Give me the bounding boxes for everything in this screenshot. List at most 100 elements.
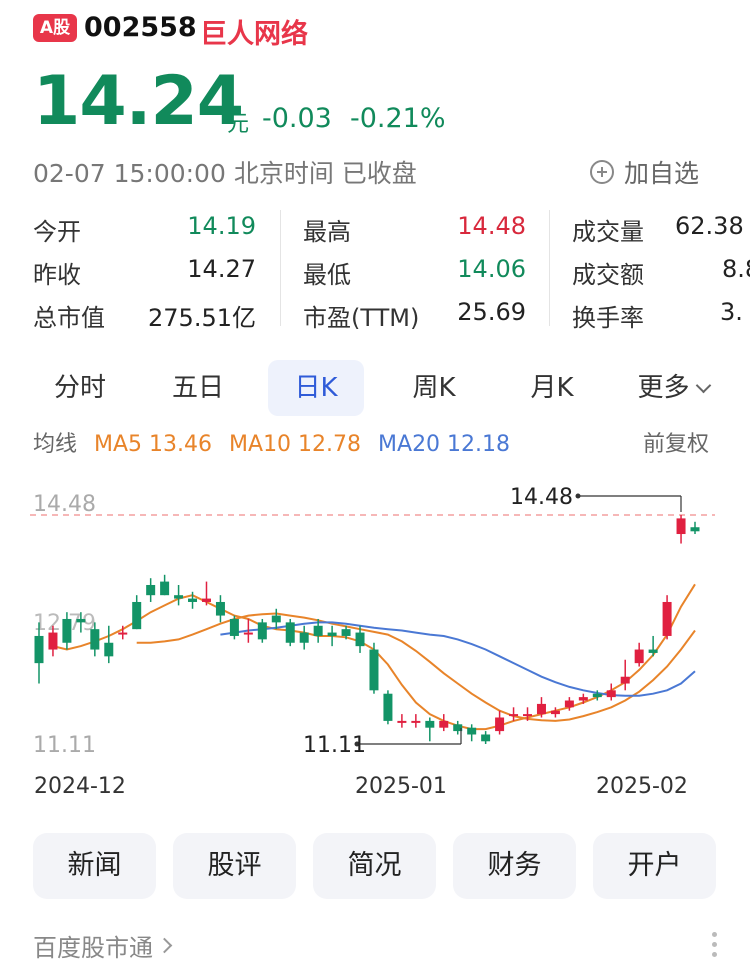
plus-circle-icon	[590, 160, 614, 184]
tab-intraday[interactable]: 分时	[53, 373, 106, 403]
stat-value-turnover-rate: 3.	[720, 298, 743, 326]
candle	[481, 731, 491, 744]
candle	[201, 581, 211, 606]
candle	[369, 642, 379, 694]
tab-monthly-k[interactable]: 月K	[530, 373, 574, 403]
candle	[523, 707, 533, 721]
stat-value-high: 14.48	[457, 212, 526, 240]
y-axis-bottom-label: 11.11	[33, 733, 96, 758]
candle	[104, 625, 114, 664]
candle	[90, 622, 100, 657]
x-axis-label-dec: 2024-12	[34, 774, 126, 799]
ma10-line	[136, 612, 696, 722]
tab-weekly-k[interactable]: 周K	[412, 373, 456, 403]
candle	[439, 714, 449, 732]
min-price-annotation: 11.11	[303, 728, 462, 758]
ma-label: 均线	[33, 432, 78, 457]
candle	[76, 612, 86, 633]
tab-more[interactable]: 更多	[618, 360, 728, 416]
price-change-percent: -0.21%	[350, 103, 446, 134]
candle	[509, 707, 519, 721]
price-unit: 元	[227, 112, 250, 137]
candle	[648, 635, 658, 657]
candle	[215, 595, 225, 623]
tab-daily-k[interactable]: 日K	[268, 360, 364, 416]
stat-label-prev-close: 昨收	[33, 261, 81, 289]
candle	[62, 612, 72, 650]
candle	[606, 683, 616, 701]
stat-label-turnover: 成交额	[572, 261, 644, 289]
chevron-down-icon	[695, 377, 711, 394]
candle	[662, 595, 672, 640]
stock-review-button[interactable]: 股评	[173, 833, 296, 899]
stat-value-low: 14.06	[457, 255, 526, 283]
candle	[160, 574, 170, 596]
ma-legend: 均线 MA5 13.46 MA10 12.78 MA20 12.18	[33, 426, 510, 458]
candle	[397, 714, 407, 728]
candle	[550, 707, 560, 718]
stat-label-pe: 市盈(TTM)	[303, 304, 420, 332]
candle	[341, 625, 351, 640]
profile-button[interactable]: 简况	[313, 833, 436, 899]
stat-value-pe: 25.69	[457, 298, 526, 326]
candle	[634, 642, 644, 667]
candle	[257, 618, 267, 643]
candle	[453, 720, 463, 735]
candle	[564, 697, 574, 711]
adjust-mode-button[interactable]: 前复权	[643, 432, 710, 457]
candle	[188, 591, 198, 609]
stats-divider	[549, 210, 550, 326]
footer-label: 百度股市通	[33, 934, 153, 962]
candle	[495, 710, 505, 735]
more-options-icon[interactable]	[712, 932, 718, 962]
candle	[243, 618, 253, 643]
candle	[34, 622, 44, 684]
candle	[271, 608, 281, 630]
candle	[411, 714, 421, 728]
candle	[299, 625, 309, 650]
candle	[620, 659, 630, 691]
candle	[676, 515, 686, 544]
stat-label-low: 最低	[303, 261, 351, 289]
stat-label-high: 最高	[303, 218, 351, 246]
ma20-value: MA20 12.18	[378, 432, 511, 457]
add-watchlist-label: 加自选	[624, 159, 700, 188]
tab-five-day[interactable]: 五日	[171, 373, 224, 403]
chevron-right-icon	[156, 937, 173, 954]
candle	[146, 578, 156, 602]
stat-label-volume: 成交量	[572, 218, 644, 246]
candle	[592, 690, 602, 701]
candle	[48, 625, 58, 657]
period-tabs: 分时 五日 日K 周K 月K 更多	[22, 360, 742, 416]
stock-name: 巨人网络	[200, 19, 308, 50]
price-change: -0.03	[262, 103, 332, 134]
kline-chart[interactable]: 14.48 11.11 12.79 14.48 11.11	[0, 470, 750, 770]
tab-more-label: 更多	[637, 373, 690, 403]
current-price: 14.24	[33, 62, 244, 141]
quote-time: 02-07 15:00:00 北京时间 已收盘	[33, 159, 417, 188]
y-axis-top-label: 14.48	[33, 492, 96, 517]
open-account-button[interactable]: 开户	[593, 833, 716, 899]
min-price-label: 11.11	[303, 733, 366, 758]
candle	[578, 693, 588, 704]
stat-value-open: 14.19	[187, 212, 256, 240]
add-watchlist-button[interactable]: 加自选	[590, 154, 699, 190]
candle	[118, 625, 128, 640]
finance-button[interactable]: 财务	[453, 833, 576, 899]
footer-link[interactable]: 百度股市通	[33, 928, 173, 963]
x-axis-label-jan: 2025-01	[355, 774, 447, 799]
stat-value-market-cap: 275.51亿	[148, 304, 256, 332]
stock-code: 002558	[84, 12, 197, 43]
stat-value-prev-close: 14.27	[187, 255, 256, 283]
candle	[132, 595, 142, 630]
candle	[467, 724, 477, 742]
candle	[355, 625, 365, 653]
news-button[interactable]: 新闻	[33, 833, 156, 899]
stat-label-market-cap: 总市值	[33, 304, 105, 332]
a-share-badge: A股	[33, 14, 77, 42]
candle	[174, 584, 184, 606]
candle	[690, 521, 700, 535]
candle	[285, 618, 295, 647]
stat-label-turnover-rate: 换手率	[572, 304, 644, 332]
candle	[536, 697, 546, 718]
